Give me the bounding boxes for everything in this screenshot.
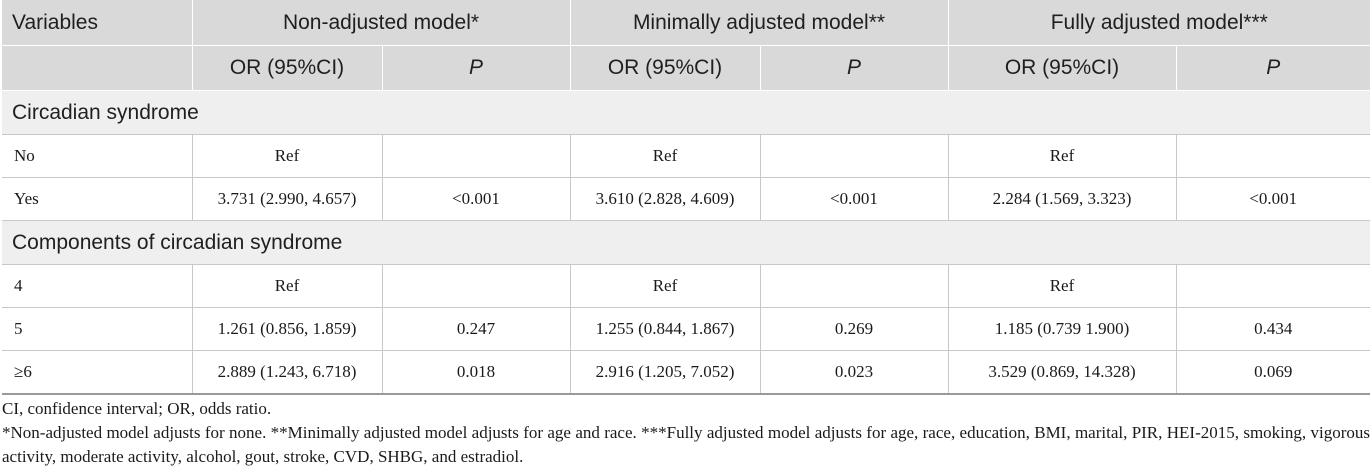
section-row-components: Components of circadian syndrome bbox=[2, 220, 1370, 265]
cell-or-fully-adjusted: 2.284 (1.569, 3.323) bbox=[948, 177, 1177, 221]
row-label: 4 bbox=[2, 264, 193, 308]
header-row-models: Variables Non-adjusted model* Minimally … bbox=[2, 0, 1370, 46]
cell-p-fully-adjusted: 0.069 bbox=[1176, 350, 1370, 395]
header-row-stats: OR (95%CI) P OR (95%CI) P OR (95%CI) P bbox=[2, 45, 1370, 91]
cell-or-fully-adjusted: Ref bbox=[948, 134, 1177, 178]
cell-or-minimally-adjusted: 2.916 (1.205, 7.052) bbox=[570, 350, 761, 395]
cell-p-minimally-adjusted: 0.269 bbox=[760, 307, 949, 351]
row-label: No bbox=[2, 134, 193, 178]
table-row: Yes 3.731 (2.990, 4.657) <0.001 3.610 (2… bbox=[2, 177, 1370, 221]
section-row-circadian-syndrome: Circadian syndrome bbox=[2, 90, 1370, 135]
table-row: No Ref Ref Ref bbox=[2, 134, 1370, 178]
cell-p-fully-adjusted bbox=[1176, 264, 1370, 308]
cell-p-minimally-adjusted: <0.001 bbox=[760, 177, 949, 221]
results-table-container: Variables Non-adjusted model* Minimally … bbox=[2, 0, 1370, 395]
cell-p-non-adjusted: 0.018 bbox=[382, 350, 571, 395]
footnote-abbreviations: CI, confidence interval; OR, odds ratio. bbox=[2, 399, 272, 418]
cell-p-non-adjusted: <0.001 bbox=[382, 177, 571, 221]
cell-or-non-adjusted: 2.889 (1.243, 6.718) bbox=[192, 350, 383, 395]
section-title: Components of circadian syndrome bbox=[2, 220, 1370, 265]
cell-p-fully-adjusted: 0.434 bbox=[1176, 307, 1370, 351]
cell-p-minimally-adjusted bbox=[760, 264, 949, 308]
header-non-adjusted-model: Non-adjusted model* bbox=[192, 0, 571, 46]
header-or-fully-adjusted: OR (95%CI) bbox=[948, 45, 1177, 91]
header-or-non-adjusted: OR (95%CI) bbox=[192, 45, 383, 91]
cell-p-non-adjusted bbox=[382, 264, 571, 308]
cell-or-non-adjusted: 1.261 (0.856, 1.859) bbox=[192, 307, 383, 351]
cell-or-minimally-adjusted: Ref bbox=[570, 134, 761, 178]
cell-or-fully-adjusted: 3.529 (0.869, 14.328) bbox=[948, 350, 1177, 395]
cell-or-minimally-adjusted: 3.610 (2.828, 4.609) bbox=[570, 177, 761, 221]
header-p-non-adjusted: P bbox=[382, 45, 571, 91]
header-blank bbox=[2, 45, 193, 91]
table-row: 4 Ref Ref Ref bbox=[2, 264, 1370, 308]
cell-or-minimally-adjusted: Ref bbox=[570, 264, 761, 308]
cell-or-non-adjusted: Ref bbox=[192, 134, 383, 178]
cell-p-fully-adjusted: <0.001 bbox=[1176, 177, 1370, 221]
row-label: ≥6 bbox=[2, 350, 193, 395]
cell-or-fully-adjusted: Ref bbox=[948, 264, 1177, 308]
cell-or-fully-adjusted: 1.185 (0.739 1.900) bbox=[948, 307, 1177, 351]
cell-p-fully-adjusted bbox=[1176, 134, 1370, 178]
header-p-minimally-adjusted: P bbox=[760, 45, 949, 91]
table-row: 5 1.261 (0.856, 1.859) 0.247 1.255 (0.84… bbox=[2, 307, 1370, 351]
cell-p-non-adjusted bbox=[382, 134, 571, 178]
header-or-minimally-adjusted: OR (95%CI) bbox=[570, 45, 761, 91]
header-variables: Variables bbox=[2, 0, 193, 46]
cell-p-non-adjusted: 0.247 bbox=[382, 307, 571, 351]
section-title: Circadian syndrome bbox=[2, 90, 1370, 135]
cell-or-minimally-adjusted: 1.255 (0.844, 1.867) bbox=[570, 307, 761, 351]
footnote-model-adjustments: *Non-adjusted model adjusts for none. **… bbox=[2, 423, 1370, 466]
row-label: 5 bbox=[2, 307, 193, 351]
odds-ratio-table: Variables Non-adjusted model* Minimally … bbox=[2, 0, 1370, 395]
header-fully-adjusted-model: Fully adjusted model*** bbox=[948, 0, 1370, 46]
cell-or-non-adjusted: 3.731 (2.990, 4.657) bbox=[192, 177, 383, 221]
header-p-fully-adjusted: P bbox=[1176, 45, 1370, 91]
cell-p-minimally-adjusted: 0.023 bbox=[760, 350, 949, 395]
table-row: ≥6 2.889 (1.243, 6.718) 0.018 2.916 (1.2… bbox=[2, 350, 1370, 395]
row-label: Yes bbox=[2, 177, 193, 221]
header-minimally-adjusted-model: Minimally adjusted model** bbox=[570, 0, 949, 46]
cell-p-minimally-adjusted bbox=[760, 134, 949, 178]
table-footnotes: CI, confidence interval; OR, odds ratio.… bbox=[2, 397, 1370, 469]
cell-or-non-adjusted: Ref bbox=[192, 264, 383, 308]
